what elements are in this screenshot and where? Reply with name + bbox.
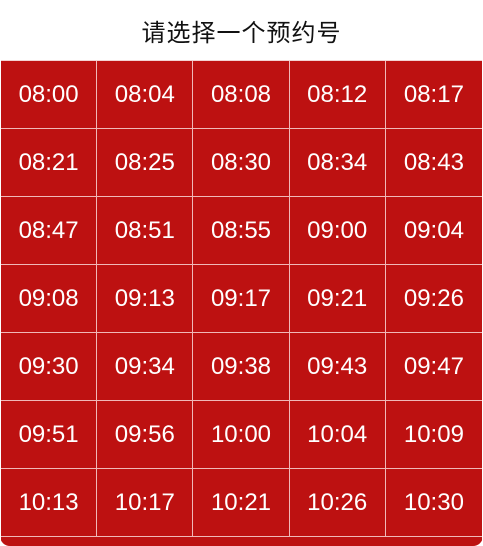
time-slot-button[interactable]: 09:51 [1, 401, 98, 469]
time-slot-button[interactable]: 08:34 [289, 129, 386, 197]
time-slot-button[interactable]: 08:51 [97, 197, 194, 265]
time-slot-grid: 08:00 08:04 08:08 08:12 08:17 08:21 08:25 08:30… [1, 60, 482, 546]
time-slot-button[interactable]: 09:26 [385, 265, 482, 333]
time-slot-button[interactable]: 08:04 [97, 61, 194, 129]
time-slot-button[interactable]: 09:13 [97, 265, 194, 333]
time-slot-button[interactable]: 08:25 [97, 129, 194, 197]
time-slot-button[interactable]: 09:08 [1, 265, 98, 333]
time-slot-button[interactable]: 09:34 [97, 333, 194, 401]
time-slot-button[interactable]: 08:21 [1, 129, 98, 197]
time-slot-button[interactable]: 10:09 [385, 401, 482, 469]
time-slot-button[interactable]: 08:55 [193, 197, 290, 265]
time-slot-button[interactable]: 10:21 [193, 469, 290, 537]
time-slot-button[interactable]: 09:56 [97, 401, 194, 469]
time-slot-button[interactable]: 09:47 [385, 333, 482, 401]
time-slot-button[interactable]: 08:43 [385, 129, 482, 197]
time-slot-button[interactable]: 09:43 [289, 333, 386, 401]
time-slot-button[interactable]: 09:38 [193, 333, 290, 401]
time-slot-button[interactable]: 08:47 [1, 197, 98, 265]
time-slot-button[interactable]: 10:26 [289, 469, 386, 537]
time-slot-button[interactable]: 09:00 [289, 197, 386, 265]
time-slot-button[interactable]: 08:30 [193, 129, 290, 197]
time-slot-button[interactable]: 10:13 [1, 469, 98, 537]
time-slot-button[interactable]: 09:17 [193, 265, 290, 333]
time-slot-button[interactable]: 08:12 [289, 61, 386, 129]
time-slot-button[interactable]: 08:17 [385, 61, 482, 129]
time-slot-button[interactable]: 08:08 [193, 61, 290, 129]
time-slot-button[interactable]: 10:04 [289, 401, 386, 469]
time-slot-button[interactable]: 10:00 [193, 401, 290, 469]
time-slot-button[interactable]: 10:30 [385, 469, 482, 537]
dialog-title: 请选择一个预约号 [0, 0, 483, 60]
time-slot-button[interactable]: 08:00 [1, 61, 98, 129]
time-slot-button[interactable]: 09:30 [1, 333, 98, 401]
time-slot-button[interactable]: 09:21 [289, 265, 386, 333]
time-slot-button[interactable]: 09:04 [385, 197, 482, 265]
time-slot-button[interactable]: 10:17 [97, 469, 194, 537]
